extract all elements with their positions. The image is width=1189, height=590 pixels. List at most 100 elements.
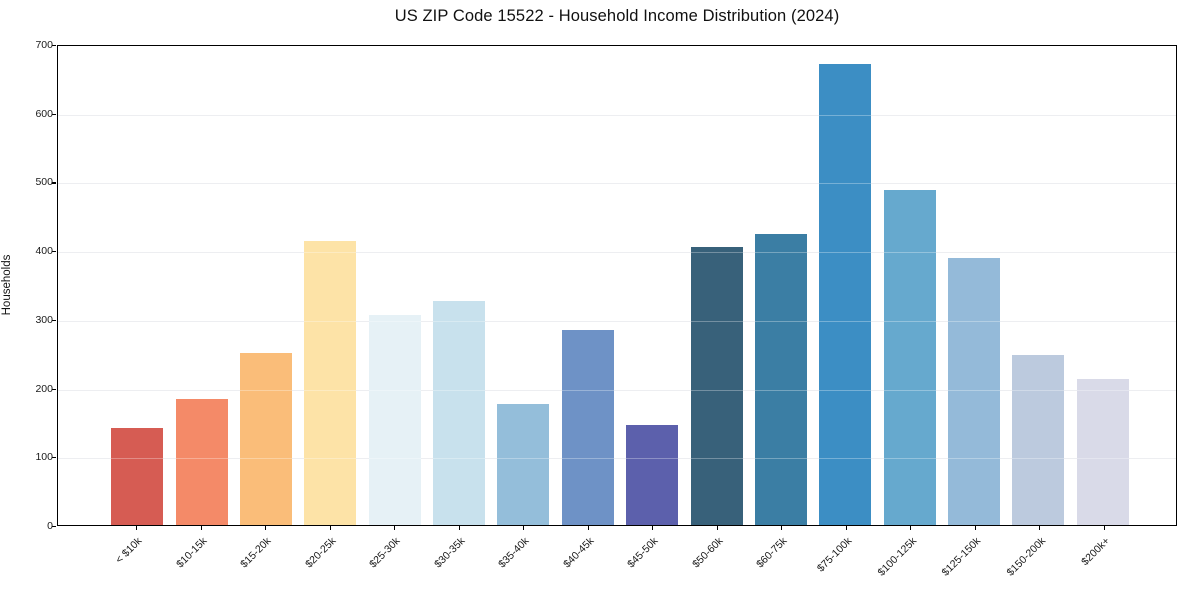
bar-slot [749, 46, 813, 525]
x-tick-label-< $10k: < $10k [113, 535, 145, 566]
x-label-slot: $20-25k [298, 526, 363, 590]
x-label-slot: $150-200k [1004, 526, 1072, 590]
x-tick-$150-200k [1039, 526, 1041, 530]
gridline-y-600 [58, 114, 1176, 116]
gridline-overlay-y-400 [58, 252, 1176, 254]
y-tick-0 [52, 526, 56, 528]
x-axis-labels: < $10k $10-15k $15-20k $20-25k $25-30k $30-35… [104, 526, 1136, 590]
bar-$20-25k [304, 240, 357, 525]
gridline-y-100 [58, 458, 1176, 460]
y-tick-label-700: 700 [35, 39, 53, 51]
x-tick-$50-60k [716, 526, 718, 530]
x-label-slot: $75-100k [814, 526, 879, 590]
y-tick-500 [52, 182, 56, 184]
bar-slot [1071, 46, 1135, 525]
bar-$125-150k [948, 258, 1001, 525]
x-tick-label-$10-15k: $10-15k [173, 535, 210, 571]
x-tick-$125-150k [974, 526, 976, 530]
gridline-y-400 [58, 252, 1176, 254]
y-tick-600 [52, 113, 56, 115]
x-tick-label-$75-100k: $75-100k [814, 535, 855, 575]
y-tick-label-200: 200 [35, 382, 53, 395]
bars-row [105, 46, 1135, 525]
x-tick-$20-25k [329, 526, 331, 530]
y-tick-label-100: 100 [35, 451, 53, 464]
x-tick-label-$200k+: $200k+ [1079, 535, 1113, 569]
bar-$25-30k [368, 315, 421, 525]
y-tick-200 [52, 388, 56, 390]
x-tick-$10-15k [200, 526, 202, 530]
bar-slot [942, 46, 1006, 525]
gridline-overlay-y-200 [58, 389, 1176, 391]
x-tick-$75-100k [845, 526, 847, 530]
bar-$30-35k [433, 301, 486, 525]
gridline-overlay-y-500 [58, 183, 1176, 185]
bar-slot [1006, 46, 1070, 525]
x-tick-label-$30-35k: $30-35k [431, 535, 468, 571]
bar-$15-20k [239, 353, 292, 525]
x-tick-label-$125-150k: $125-150k [939, 535, 984, 579]
x-tick-label-$150-200k: $150-200k [1004, 535, 1048, 579]
y-tick-label-500: 500 [35, 176, 53, 189]
gridline-overlay-y-100 [58, 458, 1176, 460]
bar-< $10k [111, 428, 164, 525]
bar-slot [105, 46, 169, 525]
bar-$40-45k [561, 329, 614, 525]
chart-title: US ZIP Code 15522 - Household Income Dis… [394, 7, 840, 25]
x-label-slot: $30-35k [427, 526, 492, 590]
x-label-slot: $50-60k [685, 526, 750, 590]
y-tick-label-0: 0 [47, 520, 53, 532]
x-tick-< $10k [136, 526, 138, 530]
x-label-slot: $10-15k [169, 526, 234, 590]
x-label-slot: $45-50k [620, 526, 685, 590]
gridline-y-300 [58, 320, 1176, 322]
bar-slot [363, 46, 427, 525]
y-tick-label-400: 400 [35, 245, 53, 258]
x-tick-label-$40-45k: $40-45k [560, 535, 597, 571]
gridline-overlay-y-600 [58, 114, 1176, 116]
x-tick-$60-75k [781, 526, 783, 530]
x-tick-$40-45k [587, 526, 589, 530]
bar-slot [684, 46, 748, 525]
x-label-slot: < $10k [104, 526, 169, 590]
y-tick-label-300: 300 [35, 313, 53, 326]
x-tick-label-$20-25k: $20-25k [302, 535, 339, 571]
x-label-slot: $200k+ [1072, 526, 1137, 590]
bar-$10-15k [175, 399, 228, 525]
bar-$35-40k [497, 404, 550, 525]
y-axis-label: Households [1, 254, 13, 316]
bar-$150-200k [1012, 354, 1065, 525]
x-tick-label-$25-30k: $25-30k [367, 535, 403, 571]
x-tick-label-$50-60k: $50-60k [689, 535, 726, 571]
bar-slot [169, 46, 233, 525]
gridline-y-500 [58, 183, 1176, 185]
x-label-slot: $35-40k [491, 526, 556, 590]
bar-slot [556, 46, 620, 525]
x-label-slot: $25-30k [362, 526, 427, 590]
x-label-slot: $60-75k [749, 526, 814, 590]
x-tick-$25-30k [394, 526, 396, 530]
x-label-slot: $40-45k [556, 526, 621, 590]
bar-slot [878, 46, 942, 525]
x-label-slot: $125-150k [939, 526, 1008, 590]
bar-slot [620, 46, 684, 525]
x-tick-$45-50k [652, 526, 654, 530]
bar-$45-50k [626, 424, 679, 525]
gridline-overlay-y-300 [58, 320, 1176, 322]
y-tick-700 [52, 45, 56, 47]
bar-$200k+ [1076, 379, 1129, 525]
x-tick-label-$45-50k: $45-50k [625, 535, 661, 571]
bar-$60-75k [754, 233, 807, 525]
bar-slot [427, 46, 491, 525]
x-tick-label-$100-125k: $100-125k [875, 535, 919, 579]
y-tick-400 [52, 251, 56, 253]
x-label-slot: $15-20k [233, 526, 298, 590]
x-tick-$15-20k [265, 526, 267, 530]
x-tick-label-$35-40k: $35-40k [496, 535, 532, 571]
bar-$50-60k [690, 246, 743, 525]
bar-$100-125k [883, 190, 936, 525]
y-tick-300 [52, 319, 56, 322]
x-tick-label-$60-75k: $60-75k [754, 535, 790, 571]
bar-slot [234, 46, 298, 525]
